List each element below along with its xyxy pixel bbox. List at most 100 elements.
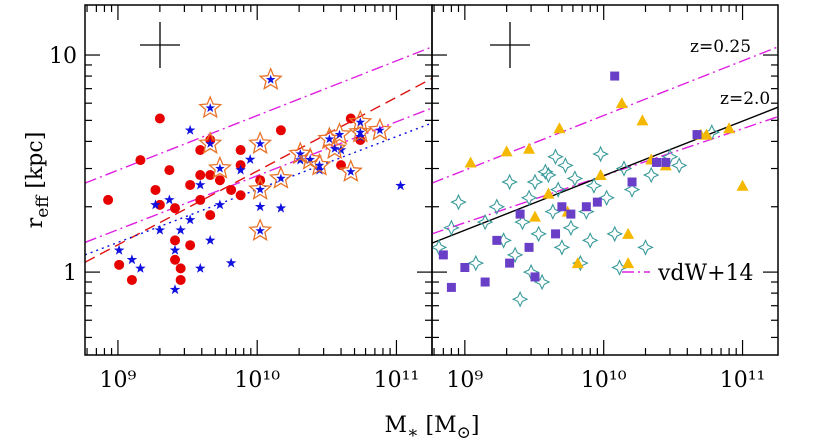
point [551, 229, 561, 239]
point [367, 117, 392, 141]
point [195, 179, 206, 190]
point [506, 246, 524, 264]
point [226, 184, 237, 195]
point [317, 126, 342, 150]
point [585, 177, 603, 195]
point [150, 184, 161, 195]
point-outline [327, 121, 352, 145]
y-axis-label: reff [kpc] [23, 132, 53, 229]
point [205, 170, 216, 181]
point [581, 232, 599, 249]
point [581, 202, 591, 212]
point [164, 194, 175, 205]
point-inner [314, 160, 325, 170]
point [566, 170, 584, 187]
point [248, 218, 273, 242]
point [460, 262, 470, 272]
point [150, 199, 161, 210]
point [114, 259, 125, 270]
point [154, 113, 165, 124]
point [113, 244, 125, 255]
point [511, 290, 529, 308]
point [235, 190, 246, 201]
point [135, 155, 146, 166]
point [514, 213, 531, 231]
point [530, 272, 540, 282]
point [248, 176, 273, 200]
point-outline [248, 218, 273, 242]
point [164, 165, 175, 176]
point [169, 244, 181, 255]
point [598, 189, 615, 207]
point [438, 250, 448, 260]
point [610, 71, 620, 81]
point [642, 166, 660, 184]
point [154, 224, 166, 235]
point-outline [258, 67, 283, 90]
point-outline [198, 95, 223, 119]
point [170, 254, 181, 265]
point [661, 157, 671, 167]
point-outline [207, 155, 233, 179]
point [205, 210, 216, 221]
point [651, 157, 661, 167]
point-outline [322, 136, 347, 160]
point [622, 257, 635, 269]
panel [432, 46, 778, 308]
point [235, 164, 246, 175]
point [169, 284, 181, 295]
point [524, 242, 534, 252]
point [195, 145, 206, 156]
point [184, 124, 196, 135]
point [515, 209, 525, 219]
point-inner [329, 143, 340, 153]
point-outline [198, 131, 223, 155]
point [492, 235, 502, 245]
point-inner [346, 166, 356, 176]
point [248, 131, 273, 155]
point-inner [215, 163, 225, 173]
point [195, 170, 206, 181]
point [175, 263, 186, 274]
fit-line [85, 122, 432, 256]
point [322, 136, 347, 160]
point [467, 254, 485, 272]
point [592, 197, 602, 207]
point [547, 148, 564, 165]
point-outline [307, 152, 332, 176]
point-inner [324, 134, 335, 144]
point [126, 274, 137, 285]
point [594, 169, 607, 181]
point [464, 156, 477, 168]
point-outline [248, 131, 273, 155]
point [622, 227, 635, 239]
point [528, 210, 541, 222]
point [562, 219, 580, 237]
point [244, 154, 256, 164]
point [566, 209, 576, 219]
point [214, 199, 226, 210]
point [592, 145, 609, 163]
point [185, 179, 196, 190]
point [275, 202, 287, 213]
point-inner [355, 127, 366, 137]
point [505, 258, 515, 268]
point [258, 67, 283, 90]
point-outline [288, 141, 313, 165]
point [480, 277, 490, 287]
point [520, 189, 538, 207]
point [446, 282, 456, 292]
point [195, 194, 206, 205]
point [523, 142, 536, 154]
point [355, 134, 366, 145]
x-tick-label: 10¹¹ [720, 368, 766, 393]
point-outline [367, 117, 392, 141]
point [327, 121, 352, 145]
point [476, 213, 494, 231]
error-cross [140, 22, 530, 68]
point [557, 202, 567, 212]
point [195, 262, 206, 273]
point [553, 239, 571, 256]
point [723, 122, 736, 134]
